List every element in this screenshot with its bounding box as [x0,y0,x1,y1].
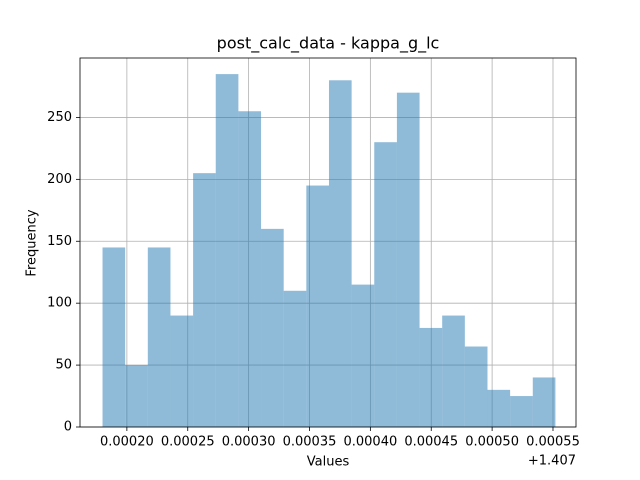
y-tick-label: 150 [47,234,72,249]
x-tick-label: 0.00035 [283,435,337,450]
bar [215,74,239,427]
bar [351,284,375,427]
y-tick-label: 100 [47,296,72,311]
x-tick-label: 0.00030 [222,435,276,450]
bar [102,247,126,427]
bar [238,111,262,427]
bar [261,228,284,427]
bar [510,396,533,427]
bar [125,365,148,427]
x-tick-label: 0.00055 [526,435,580,450]
bar [193,173,216,427]
x-tick-label: 0.00050 [465,435,519,450]
bar [374,142,397,427]
plot-frame [79,57,577,428]
y-axis-label: Frequency [25,209,40,276]
bar [147,247,171,427]
x-tick-label: 0.00025 [161,435,215,450]
bar [419,327,443,427]
x-tick-label: 0.00045 [404,435,458,450]
bar [328,80,352,428]
x-tick-label: 0.00040 [343,435,397,450]
bar [464,346,488,427]
x-axis-label: Values [307,455,350,470]
bar [532,377,556,427]
x-tick-label: 0.00020 [100,435,154,450]
bar [170,315,194,427]
bar [283,290,307,427]
y-tick-label: 50 [55,358,72,373]
bar [306,185,329,427]
chart-title: post_calc_data - kappa_g_lc [217,34,440,54]
x-offset-text: +1.407 [528,454,576,469]
bar [396,92,420,427]
y-tick-label: 250 [47,110,72,125]
bar [442,315,465,427]
y-tick-label: 200 [47,172,72,187]
y-tick-label: 0 [64,420,72,435]
bar [487,389,511,427]
